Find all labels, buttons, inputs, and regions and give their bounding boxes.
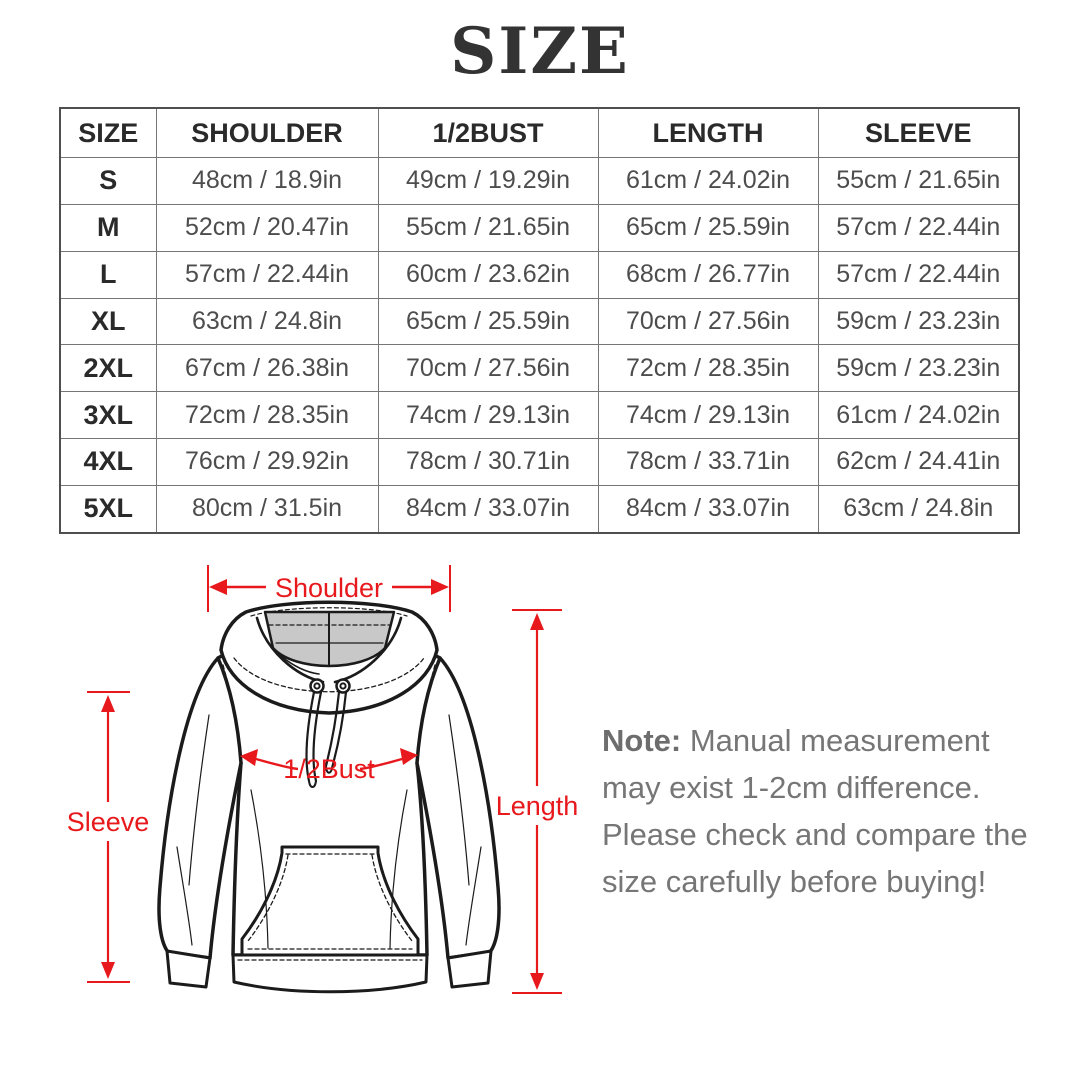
table-cell: 61cm / 24.02in: [817, 391, 1020, 440]
table-cell: 74cm / 29.13in: [377, 391, 599, 440]
table-cell: 68cm / 26.77in: [597, 250, 819, 299]
measurement-note: Note: Manual measurement may exist 1-2cm…: [602, 717, 1054, 905]
size-label: 5XL: [59, 484, 157, 534]
table-cell: 60cm / 23.62in: [377, 250, 599, 299]
table-cell: 84cm / 33.07in: [377, 484, 599, 534]
table-cell: 59cm / 23.23in: [817, 344, 1020, 393]
table-cell: 61cm / 24.02in: [597, 157, 819, 205]
size-label: 3XL: [59, 391, 157, 440]
table-cell: 78cm / 33.71in: [597, 438, 819, 486]
sleeve-arrow-label: Sleeve: [67, 807, 150, 837]
hoodie-measurement-diagram: Shoulder 1/2Bust Sleeve Length: [67, 565, 579, 994]
column-header-bust: 1/2BUST: [377, 107, 599, 158]
page-title: SIZE: [450, 14, 630, 89]
table-cell: 74cm / 29.13in: [597, 391, 819, 440]
table-row: 4XL 76cm / 29.92in 78cm / 30.71in 78cm /…: [59, 438, 1020, 486]
table-cell: 52cm / 20.47in: [155, 203, 379, 252]
table-row: S 48cm / 18.9in 49cm / 19.29in 61cm / 24…: [59, 157, 1020, 205]
table-cell: 48cm / 18.9in: [155, 157, 379, 205]
column-header-length: LENGTH: [597, 107, 819, 158]
size-table: SIZE SHOULDER 1/2BUST LENGTH SLEEVE S 48…: [59, 107, 1020, 534]
size-label: M: [59, 203, 157, 252]
table-cell: 57cm / 22.44in: [155, 250, 379, 299]
table-cell: 57cm / 22.44in: [817, 250, 1020, 299]
size-label: S: [59, 157, 157, 205]
table-cell: 72cm / 28.35in: [155, 391, 379, 440]
table-cell: 63cm / 24.8in: [817, 484, 1020, 534]
half-bust-dimension-arrow: 1/2Bust: [240, 748, 418, 784]
column-header-size: SIZE: [59, 107, 157, 158]
table-cell: 76cm / 29.92in: [155, 438, 379, 486]
shoulder-arrow-label: Shoulder: [275, 573, 383, 603]
size-label: L: [59, 250, 157, 299]
hoodie-line-drawing: [157, 600, 501, 994]
half-bust-arrow-label: 1/2Bust: [283, 754, 375, 784]
table-row: 2XL 67cm / 26.38in 70cm / 27.56in 72cm /…: [59, 344, 1020, 393]
table-header-row: SIZE SHOULDER 1/2BUST LENGTH SLEEVE: [59, 107, 1020, 158]
sleeve-dimension-arrow: Sleeve: [67, 691, 150, 983]
table-cell: 55cm / 21.65in: [377, 203, 599, 252]
table-row: M 52cm / 20.47in 55cm / 21.65in 65cm / 2…: [59, 203, 1020, 252]
table-cell: 78cm / 30.71in: [377, 438, 599, 486]
length-dimension-arrow: Length: [496, 609, 579, 994]
table-cell: 80cm / 31.5in: [155, 484, 379, 534]
table-cell: 65cm / 25.59in: [377, 297, 599, 346]
table-cell: 70cm / 27.56in: [597, 297, 819, 346]
table-cell: 72cm / 28.35in: [597, 344, 819, 393]
size-label: XL: [59, 297, 157, 346]
table-row: 3XL 72cm / 28.35in 74cm / 29.13in 74cm /…: [59, 391, 1020, 440]
note-label: Note:: [602, 723, 682, 758]
column-header-shoulder: SHOULDER: [155, 107, 379, 158]
table-cell: 59cm / 23.23in: [817, 297, 1020, 346]
shoulder-dimension-arrow: Shoulder: [207, 565, 451, 612]
note-text: Manual measurement may exist 1-2cm diffe…: [602, 723, 1028, 899]
size-label: 2XL: [59, 344, 157, 393]
table-cell: 63cm / 24.8in: [155, 297, 379, 346]
table-cell: 62cm / 24.41in: [817, 438, 1020, 486]
table-row: XL 63cm / 24.8in 65cm / 25.59in 70cm / 2…: [59, 297, 1020, 346]
table-cell: 49cm / 19.29in: [377, 157, 599, 205]
table-cell: 67cm / 26.38in: [155, 344, 379, 393]
table-cell: 55cm / 21.65in: [817, 157, 1020, 205]
column-header-sleeve: SLEEVE: [817, 107, 1020, 158]
table-row: L 57cm / 22.44in 60cm / 23.62in 68cm / 2…: [59, 250, 1020, 299]
length-arrow-label: Length: [496, 791, 579, 821]
table-cell: 84cm / 33.07in: [597, 484, 819, 534]
size-label: 4XL: [59, 438, 157, 486]
table-row: 5XL 80cm / 31.5in 84cm / 33.07in 84cm / …: [59, 484, 1020, 534]
table-cell: 70cm / 27.56in: [377, 344, 599, 393]
table-cell: 65cm / 25.59in: [597, 203, 819, 252]
table-cell: 57cm / 22.44in: [817, 203, 1020, 252]
